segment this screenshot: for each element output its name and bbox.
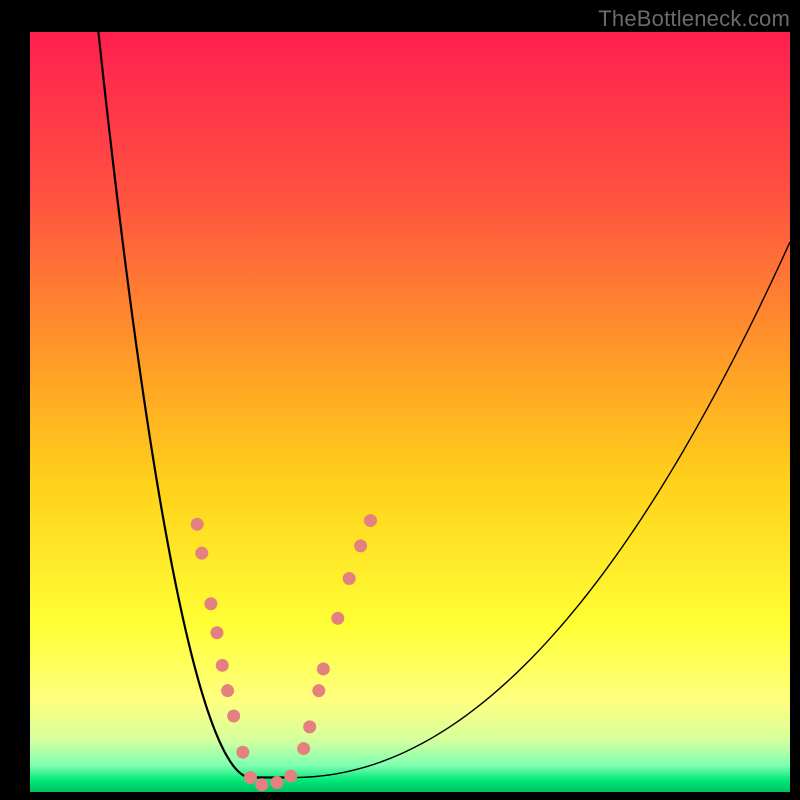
marker-dot [317, 662, 330, 675]
marker-dot [312, 684, 325, 697]
marker-dot [191, 518, 204, 531]
marker-dot [216, 659, 229, 672]
marker-dot [255, 778, 268, 791]
marker-dot [284, 770, 297, 783]
chart-container: TheBottleneck.com [0, 0, 800, 800]
marker-dot [227, 710, 240, 723]
marker-dot [221, 684, 234, 697]
marker-dot [236, 746, 249, 759]
marker-dot [244, 771, 257, 784]
marker-dot [210, 626, 223, 639]
marker-dot [195, 547, 208, 560]
marker-dot [204, 597, 217, 610]
marker-dot [343, 572, 356, 585]
marker-dot [271, 776, 284, 789]
marker-dot [303, 720, 316, 733]
gradient-background [30, 32, 790, 792]
marker-dot [297, 742, 310, 755]
watermark: TheBottleneck.com [598, 6, 790, 32]
marker-dot [354, 539, 367, 552]
marker-dot [364, 514, 377, 527]
marker-dot [331, 612, 344, 625]
bottleneck-chart [30, 32, 790, 792]
